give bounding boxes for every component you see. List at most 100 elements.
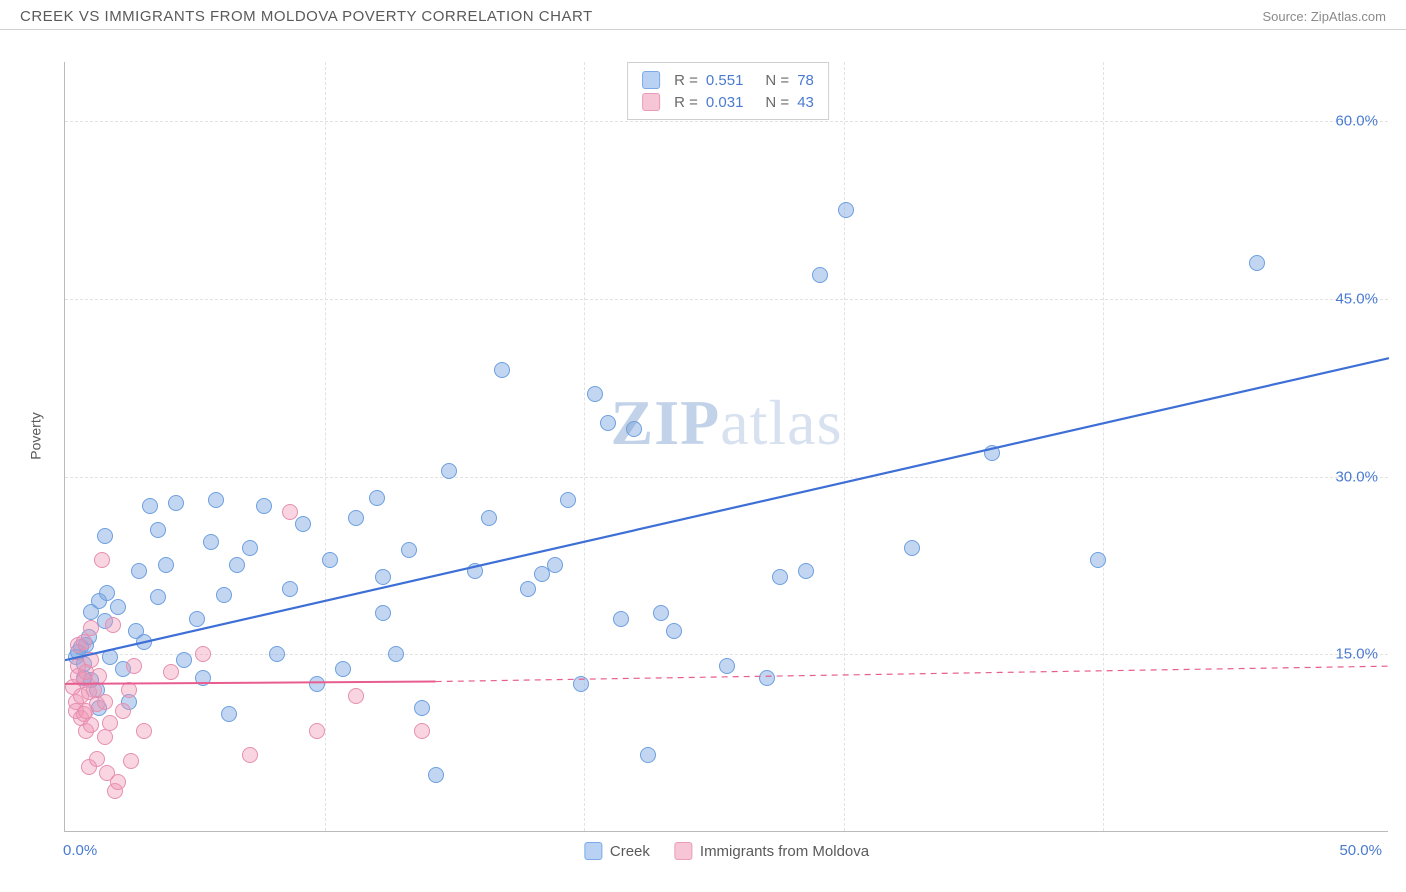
y-tick-label: 15.0% xyxy=(1335,646,1378,663)
scatter-point xyxy=(414,723,430,739)
scatter-point xyxy=(282,504,298,520)
scatter-point xyxy=(441,463,457,479)
scatter-point xyxy=(335,661,351,677)
scatter-point xyxy=(560,492,576,508)
scatter-point xyxy=(97,694,113,710)
scatter-point xyxy=(91,668,107,684)
scatter-point xyxy=(269,646,285,662)
scatter-point xyxy=(136,723,152,739)
scatter-point xyxy=(640,747,656,763)
scatter-point xyxy=(97,729,113,745)
scatter-point xyxy=(719,658,735,674)
chart-source: Source: ZipAtlas.com xyxy=(1262,9,1386,24)
legend-r-value-creek: 0.551 xyxy=(706,72,744,89)
legend-swatch-creek xyxy=(642,71,660,89)
scatter-point xyxy=(520,581,536,597)
legend-correlation-box: R = 0.551 N = 78 R = 0.031 N = 43 xyxy=(627,62,829,120)
scatter-point xyxy=(984,445,1000,461)
scatter-point xyxy=(242,747,258,763)
scatter-point xyxy=(150,589,166,605)
scatter-point xyxy=(176,652,192,668)
scatter-point xyxy=(295,516,311,532)
scatter-point xyxy=(221,706,237,722)
scatter-point xyxy=(105,617,121,633)
scatter-point xyxy=(401,542,417,558)
scatter-point xyxy=(812,267,828,283)
scatter-point xyxy=(229,557,245,573)
gridline-horizontal xyxy=(65,477,1388,478)
legend-r-label: R = xyxy=(674,72,698,89)
scatter-point xyxy=(838,202,854,218)
gridline-vertical xyxy=(1103,62,1104,831)
scatter-point xyxy=(282,581,298,597)
scatter-point xyxy=(1249,255,1265,271)
gridline-vertical xyxy=(584,62,585,831)
scatter-point xyxy=(1090,552,1106,568)
scatter-point xyxy=(195,670,211,686)
scatter-point xyxy=(547,557,563,573)
scatter-point xyxy=(102,649,118,665)
scatter-point xyxy=(587,386,603,402)
legend-bottom: CreekImmigrants from Moldova xyxy=(584,842,869,860)
watermark-zip: ZIP xyxy=(611,387,721,458)
scatter-point xyxy=(481,510,497,526)
legend-swatch xyxy=(584,842,602,860)
scatter-point xyxy=(242,540,258,556)
gridline-horizontal xyxy=(65,121,1388,122)
gridline-horizontal xyxy=(65,654,1388,655)
chart-container: Poverty ZIPatlas 15.0%30.0%45.0%60.0%0.0… xyxy=(50,48,1406,848)
scatter-point xyxy=(208,492,224,508)
scatter-point xyxy=(110,599,126,615)
watermark: ZIPatlas xyxy=(611,386,843,460)
gridline-vertical xyxy=(325,62,326,831)
scatter-point xyxy=(309,676,325,692)
header-divider xyxy=(0,29,1406,30)
scatter-point xyxy=(195,646,211,662)
scatter-point xyxy=(102,715,118,731)
chart-title: CREEK VS IMMIGRANTS FROM MOLDOVA POVERTY… xyxy=(20,8,593,25)
x-tick-label: 0.0% xyxy=(63,842,97,859)
scatter-point xyxy=(322,552,338,568)
x-tick-label: 50.0% xyxy=(1339,842,1382,859)
scatter-point xyxy=(467,563,483,579)
scatter-point xyxy=(369,490,385,506)
scatter-point xyxy=(759,670,775,686)
scatter-point xyxy=(256,498,272,514)
scatter-point xyxy=(600,415,616,431)
watermark-atlas: atlas xyxy=(720,387,842,458)
chart-header: CREEK VS IMMIGRANTS FROM MOLDOVA POVERTY… xyxy=(0,0,1406,29)
legend-r-label: R = xyxy=(674,94,698,111)
legend-swatch-moldova xyxy=(642,93,660,111)
scatter-point xyxy=(798,563,814,579)
scatter-point xyxy=(428,767,444,783)
scatter-point xyxy=(97,528,113,544)
scatter-point xyxy=(203,534,219,550)
scatter-point xyxy=(83,717,99,733)
scatter-point xyxy=(348,510,364,526)
source-link[interactable]: ZipAtlas.com xyxy=(1311,9,1386,24)
legend-n-label: N = xyxy=(765,72,789,89)
scatter-point xyxy=(189,611,205,627)
scatter-point xyxy=(414,700,430,716)
scatter-point xyxy=(375,605,391,621)
legend-r-value-moldova: 0.031 xyxy=(706,94,744,111)
scatter-point xyxy=(110,774,126,790)
scatter-point xyxy=(573,676,589,692)
scatter-point xyxy=(626,421,642,437)
scatter-point xyxy=(115,703,131,719)
legend-n-value-moldova: 43 xyxy=(797,94,814,111)
y-tick-label: 30.0% xyxy=(1335,468,1378,485)
gridline-horizontal xyxy=(65,299,1388,300)
scatter-point xyxy=(99,585,115,601)
legend-label: Creek xyxy=(610,843,650,860)
scatter-point xyxy=(494,362,510,378)
scatter-point xyxy=(83,620,99,636)
scatter-point xyxy=(388,646,404,662)
scatter-point xyxy=(168,495,184,511)
scatter-point xyxy=(126,658,142,674)
gridline-vertical xyxy=(844,62,845,831)
legend-swatch xyxy=(674,842,692,860)
legend-row-moldova: R = 0.031 N = 43 xyxy=(642,91,814,113)
y-axis-label: Poverty xyxy=(28,412,44,459)
legend-n-label: N = xyxy=(765,94,789,111)
